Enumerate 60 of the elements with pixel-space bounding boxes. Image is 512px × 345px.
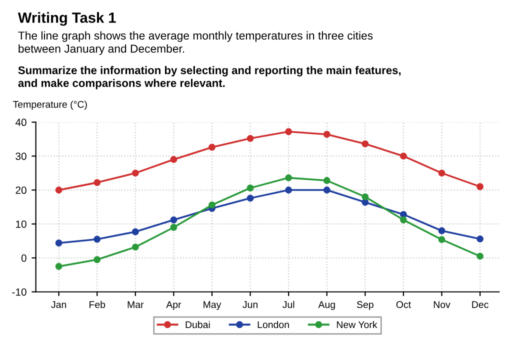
point (400, 216, 407, 224)
point (476, 235, 484, 242)
y-tick-label: 30 (16, 152, 26, 160)
x-tick-label: Oct (396, 301, 411, 308)
point (285, 128, 292, 136)
y-axis-title: Temperature (°C) (13, 100, 87, 110)
point (323, 177, 330, 184)
point (246, 134, 254, 142)
x-tick-label: Feb (90, 300, 106, 308)
point (362, 198, 369, 206)
point (94, 256, 101, 264)
point (132, 170, 139, 177)
point (170, 216, 178, 224)
point (438, 236, 446, 244)
point (362, 140, 369, 148)
x-tick-label: Aug (318, 301, 335, 310)
y-tick-label: 40 (15, 118, 26, 126)
x-tick-label: Mar (128, 301, 144, 308)
point (285, 186, 292, 194)
point (246, 194, 254, 202)
point (476, 252, 484, 260)
point (55, 262, 62, 270)
y-tick-label: -10 (12, 288, 26, 296)
x-tick-label: May (204, 301, 222, 310)
y-tick-label: 0 (21, 254, 26, 262)
point (323, 186, 330, 194)
x-tick-label: Jul (282, 300, 294, 308)
point (323, 130, 330, 138)
legend-label: Dubai (186, 320, 210, 328)
x-tick-label: Apr (166, 301, 182, 310)
point (55, 186, 62, 194)
x-tick-label: Sep (356, 301, 374, 310)
point (55, 240, 62, 246)
point (476, 183, 484, 190)
point (400, 152, 407, 160)
point (170, 156, 178, 163)
legend-label: New York (336, 320, 378, 328)
point (362, 193, 369, 200)
point (170, 224, 178, 231)
text: Summarize the information by selecting and reporting the main features, and make comparisons where relevant. (18, 66, 401, 90)
x-tick-label: Jan (51, 301, 66, 308)
x-tick-label: Dec (472, 301, 488, 308)
x-tick-label: Jun (242, 301, 258, 308)
point (132, 244, 139, 251)
point (94, 179, 101, 186)
point (132, 228, 139, 236)
x-tick-label: Nov (434, 301, 450, 308)
point (208, 201, 216, 208)
legend-label: London (258, 320, 289, 328)
point (208, 144, 216, 151)
chart-title: Writing Task 1 (18, 12, 116, 26)
y-tick-label: 10 (16, 220, 26, 228)
point (246, 184, 254, 192)
point (285, 174, 292, 182)
point (400, 210, 407, 218)
chart-subtitle: The line graph shows the average monthly temperatures in three cities between January and December. (18, 31, 373, 55)
point (94, 236, 101, 243)
y-tick-label: 20 (16, 186, 26, 194)
point (438, 170, 446, 177)
point (438, 227, 446, 234)
